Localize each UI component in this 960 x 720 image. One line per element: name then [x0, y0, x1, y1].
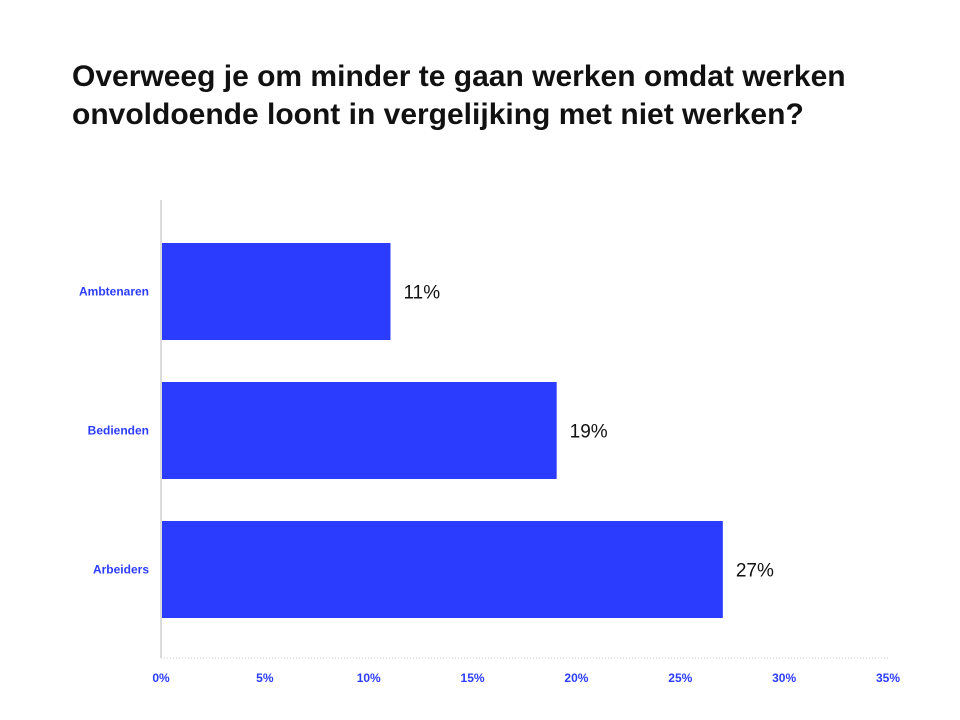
bar-bedienden — [162, 382, 557, 479]
bar-ambtenaren — [162, 243, 391, 340]
bars-group — [162, 243, 723, 618]
x-tick-label: 30% — [772, 671, 796, 685]
x-tick-label: 25% — [668, 671, 692, 685]
data-label: 27% — [736, 561, 774, 582]
category-label: Ambtenaren — [79, 285, 149, 299]
category-label: Bedienden — [88, 424, 149, 438]
x-tick-label: 0% — [152, 671, 170, 685]
x-tick-label: 35% — [876, 671, 900, 685]
category-labels: Ambtenaren Bedienden Arbeiders — [79, 285, 149, 577]
x-tick-label: 5% — [256, 671, 274, 685]
x-tick-labels: 0% 5% 10% 15% 20% 25% 30% 35% — [152, 671, 900, 685]
x-tick-label: 20% — [564, 671, 588, 685]
chart-title: Overweeg je om minder te gaan werken omd… — [72, 60, 846, 131]
data-label: 11% — [403, 283, 440, 304]
x-tick-label: 10% — [357, 671, 381, 685]
x-tick-label: 15% — [461, 671, 485, 685]
data-labels: 11% 19% 27% — [403, 283, 773, 582]
category-label: Arbeiders — [93, 563, 149, 577]
bar-arbeiders — [162, 521, 723, 618]
data-label: 19% — [570, 422, 608, 443]
